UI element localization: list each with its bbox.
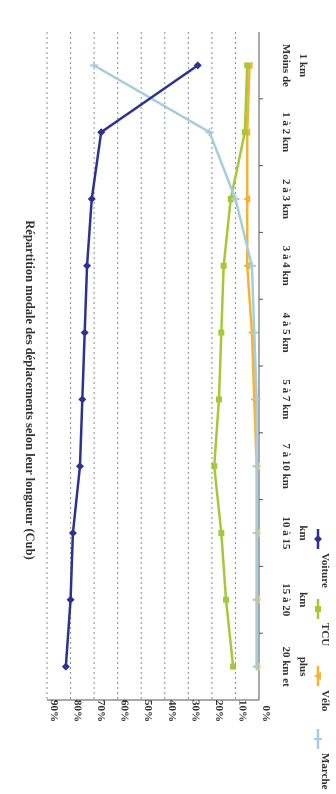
data-point-marche bbox=[231, 195, 240, 203]
data-point-tcu bbox=[223, 596, 230, 603]
data-point-tcu bbox=[211, 463, 218, 470]
x-tick-label: 15 à 20 bbox=[280, 583, 292, 617]
x-tick-label: 7 à 10 km bbox=[280, 443, 292, 489]
x-tick-label: km bbox=[297, 525, 309, 540]
series-line-marche bbox=[93, 64, 258, 667]
legend: Voiture TCU Vélo Marche bbox=[314, 529, 331, 790]
legend-marker-tcu bbox=[315, 606, 321, 612]
data-point-marche bbox=[205, 128, 214, 137]
series-line-tcu bbox=[212, 65, 249, 667]
data-point-vélo bbox=[243, 195, 251, 203]
x-tick-label: plus bbox=[297, 657, 309, 677]
data-point-tcu bbox=[215, 396, 222, 403]
data-point-tcu bbox=[244, 62, 251, 69]
y-tick-label: 50% bbox=[142, 700, 154, 722]
y-tick-label: 40% bbox=[166, 700, 178, 722]
x-tick-label: km bbox=[297, 592, 309, 607]
data-point-voiture bbox=[75, 462, 84, 471]
y-tick-label: 60% bbox=[119, 700, 131, 722]
legend-marker-vélo bbox=[314, 672, 321, 680]
x-tick-label: 1 km bbox=[297, 54, 309, 78]
x-tick-label: 3 à 4 km bbox=[280, 246, 292, 286]
data-point-tcu bbox=[220, 262, 227, 269]
y-axis-labels: 0% 10% 20% 30% 40% 50% 60% 70% 80% 90% bbox=[48, 700, 272, 722]
x-tick-label: 20 km et bbox=[280, 646, 292, 687]
data-point-vélo bbox=[243, 261, 251, 270]
legend-label: Voiture bbox=[319, 553, 331, 588]
data-point-marche bbox=[247, 261, 256, 270]
data-point-voiture bbox=[68, 529, 77, 537]
x-axis-labels: Moins de 1 km 1 à 2 km 2 à 3 km 3 à 4 km 4 à … bbox=[259, 44, 309, 687]
data-point-marche bbox=[252, 662, 261, 671]
data-point-marche bbox=[252, 529, 261, 537]
y-tick-label: 10% bbox=[236, 700, 248, 722]
data-point-marche bbox=[252, 595, 261, 604]
y-tick-label: 30% bbox=[189, 700, 201, 722]
plot-area bbox=[46, 32, 261, 701]
data-point-voiture bbox=[97, 128, 106, 137]
legend-marker-marche bbox=[314, 735, 322, 743]
data-point-voiture bbox=[66, 595, 75, 604]
x-tick-label: 5 à 7 km bbox=[280, 379, 292, 419]
data-point-marche bbox=[90, 61, 99, 70]
data-point-tcu bbox=[230, 663, 237, 670]
y-tick-label: 80% bbox=[72, 700, 84, 722]
data-point-tcu bbox=[227, 196, 234, 202]
x-tick-label: 4 à 5 km bbox=[280, 313, 292, 353]
y-tick-label: 20% bbox=[213, 700, 225, 722]
x-tick-label: 1 à 2 km bbox=[280, 112, 292, 152]
data-point-tcu bbox=[218, 329, 225, 336]
legend-label: Marche bbox=[319, 753, 331, 790]
legend-marker-voiture bbox=[314, 535, 322, 543]
y-tick-label: 90% bbox=[48, 700, 60, 722]
data-point-marche bbox=[252, 395, 261, 404]
data-point-voiture bbox=[87, 195, 96, 203]
data-point-tcu bbox=[241, 129, 248, 136]
series-line-voiture bbox=[64, 64, 199, 667]
x-tick-label: 10 à 15 bbox=[280, 517, 292, 551]
data-point-tcu bbox=[218, 530, 225, 536]
x-tick-label: 2 à 3 km bbox=[280, 179, 292, 219]
legend-label: Vélo bbox=[319, 690, 331, 712]
x-tick-label: Moins de bbox=[280, 44, 292, 87]
chart-title: Répartition modale des déplacements selo… bbox=[23, 220, 37, 559]
y-tick-label: 70% bbox=[95, 700, 107, 722]
data-point-voiture bbox=[80, 328, 89, 337]
y-tick-label: 0% bbox=[260, 706, 272, 723]
legend-label: TCU bbox=[319, 623, 331, 646]
data-point-marche bbox=[250, 328, 259, 337]
data-point-voiture bbox=[193, 61, 202, 70]
data-point-marche bbox=[252, 462, 261, 471]
data-point-voiture bbox=[78, 395, 87, 404]
data-point-voiture bbox=[83, 261, 92, 270]
data-point-voiture bbox=[61, 662, 70, 671]
